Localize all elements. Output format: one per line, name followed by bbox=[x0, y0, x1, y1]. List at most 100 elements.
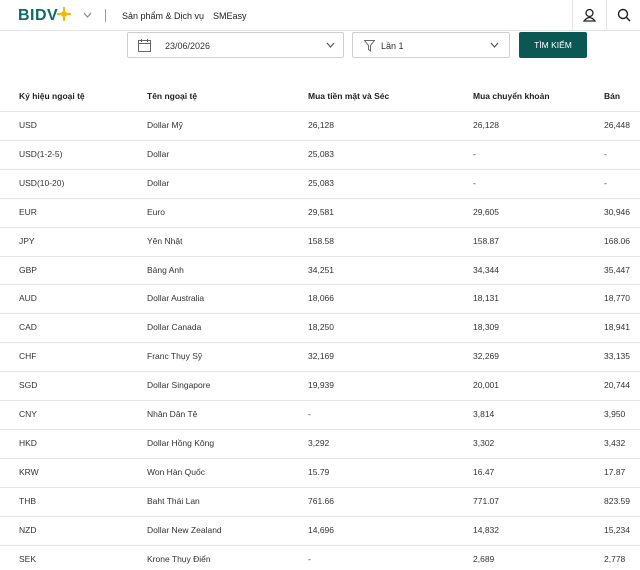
table-cell: 26,128 bbox=[473, 120, 499, 130]
table-cell: Euro bbox=[147, 206, 165, 217]
row-divider bbox=[0, 139, 640, 141]
filter-icon bbox=[364, 40, 375, 52]
table-cell: - bbox=[308, 553, 311, 564]
table-cell: USD bbox=[19, 120, 37, 130]
table-cell: CAD bbox=[19, 322, 37, 333]
date-value: 23/06/2026 bbox=[165, 41, 211, 51]
table-cell: Baht Thái Lan bbox=[147, 495, 200, 506]
table-cell: THB bbox=[19, 495, 36, 506]
row-divider bbox=[0, 457, 640, 459]
column-header: Ký hiệu ngoại tệ bbox=[19, 91, 85, 101]
table-cell: Dollar Australia bbox=[147, 293, 205, 304]
table-cell: 19,939 bbox=[308, 380, 334, 391]
table-cell: 14,832 bbox=[473, 524, 499, 535]
table-cell: AUD bbox=[19, 293, 37, 304]
table-cell: 25,083 bbox=[308, 177, 334, 188]
table-cell: 16.47 bbox=[473, 466, 495, 477]
user-icon[interactable] bbox=[583, 8, 596, 22]
table-cell: 3,950 bbox=[604, 409, 626, 419]
table-cell: Dollar Hồng Kông bbox=[147, 437, 215, 448]
table-cell: 18,250 bbox=[308, 322, 334, 333]
table-cell: 26,128 bbox=[308, 120, 334, 130]
table-cell: 3,292 bbox=[308, 437, 330, 448]
row-divider bbox=[0, 255, 640, 257]
table-cell: Dollar Mỹ bbox=[147, 120, 183, 130]
table-cell: - bbox=[473, 177, 476, 188]
table-cell: - bbox=[604, 177, 607, 188]
logo-star bbox=[57, 7, 71, 21]
table-cell: 29,605 bbox=[473, 206, 499, 217]
table-cell: 18,941 bbox=[604, 322, 630, 333]
table-cell: 18,309 bbox=[473, 322, 499, 333]
table-cell: Yên Nhật bbox=[147, 235, 183, 246]
table-cell: KRW bbox=[19, 466, 39, 477]
table-cell: 18,131 bbox=[473, 293, 499, 304]
table-cell: 25,083 bbox=[308, 148, 334, 159]
column-header: Mua chuyển khoản bbox=[473, 91, 550, 101]
table-cell: 18,066 bbox=[308, 293, 334, 304]
row-divider bbox=[0, 168, 640, 170]
row-divider bbox=[0, 111, 640, 112]
row-divider bbox=[0, 226, 640, 228]
table-cell: 14,696 bbox=[308, 524, 334, 535]
row-divider bbox=[0, 515, 640, 517]
table-cell: 32,169 bbox=[308, 351, 334, 362]
table-cell: 771.07 bbox=[473, 495, 499, 506]
row-divider bbox=[0, 544, 640, 546]
table-cell: 35,447 bbox=[604, 264, 630, 275]
table-cell: 32,269 bbox=[473, 351, 499, 362]
rate-table: Ký hiệu ngoại tệ Tên ngoại tệ Mua tiền mặt… bbox=[0, 80, 640, 570]
table-cell: Franc Thụy Sỹ bbox=[147, 351, 203, 362]
separator bbox=[105, 9, 106, 22]
row-divider bbox=[0, 284, 640, 286]
search-icon[interactable] bbox=[617, 8, 631, 22]
row-divider bbox=[0, 486, 640, 488]
table-cell: Krone Thụy Điển bbox=[147, 553, 211, 564]
search-button[interactable]: TÌM KIẾM bbox=[519, 32, 587, 58]
table-cell: SEK bbox=[19, 553, 37, 564]
table-cell: 2,778 bbox=[604, 553, 626, 564]
column-header: Tên ngoại tệ bbox=[147, 91, 198, 101]
logo-chevron[interactable] bbox=[83, 12, 92, 19]
table-cell: Dollar bbox=[147, 148, 170, 159]
table-cell: GBP bbox=[19, 264, 37, 275]
table-cell: Dollar Singapore bbox=[147, 380, 211, 391]
table-cell: 823.59 bbox=[604, 495, 630, 506]
table-cell: SGD bbox=[19, 380, 38, 391]
table-cell: 3,302 bbox=[473, 437, 495, 448]
round-select[interactable]: Lần 1 bbox=[352, 32, 510, 58]
logo[interactable]: BIDV bbox=[18, 7, 59, 24]
table-cell: 761.66 bbox=[308, 495, 334, 506]
row-divider bbox=[0, 371, 640, 373]
nav-item[interactable]: Sản phẩm & Dịch vụ bbox=[122, 11, 205, 21]
table-cell: 34,251 bbox=[308, 264, 334, 275]
table-cell: 34,344 bbox=[473, 264, 499, 275]
table-cell: 20,744 bbox=[604, 380, 630, 391]
table-cell: 3,814 bbox=[473, 409, 495, 419]
top-bar: BIDV Sản phẩm & Dịch vụ SMEasy bbox=[0, 0, 640, 31]
table-cell: 15,234 bbox=[604, 524, 630, 535]
separator bbox=[606, 0, 607, 30]
table-cell: 33,135 bbox=[604, 351, 630, 362]
table-cell: 20,001 bbox=[473, 380, 499, 391]
table-cell: - bbox=[308, 409, 311, 419]
table-cell: - bbox=[473, 148, 476, 159]
table-cell: 3,432 bbox=[604, 437, 626, 448]
date-picker[interactable]: 23/06/2026 bbox=[127, 32, 344, 58]
nav-item[interactable]: SMEasy bbox=[213, 11, 247, 21]
separator bbox=[572, 0, 573, 30]
round-value: Lần 1 bbox=[381, 41, 404, 51]
row-divider bbox=[0, 428, 640, 430]
table-cell: 2,689 bbox=[473, 553, 495, 564]
row-divider bbox=[0, 197, 640, 199]
table-cell: 168.06 bbox=[604, 235, 630, 246]
row-divider bbox=[0, 342, 640, 344]
chevron bbox=[326, 42, 335, 48]
table-cell: USD(1-2-5) bbox=[19, 148, 63, 159]
table-cell: JPY bbox=[19, 235, 35, 246]
table-cell: CHF bbox=[19, 351, 37, 362]
table-cell: 30,946 bbox=[604, 206, 630, 217]
table-cell: CNY bbox=[19, 409, 37, 419]
table-cell: 15.79 bbox=[308, 466, 330, 477]
